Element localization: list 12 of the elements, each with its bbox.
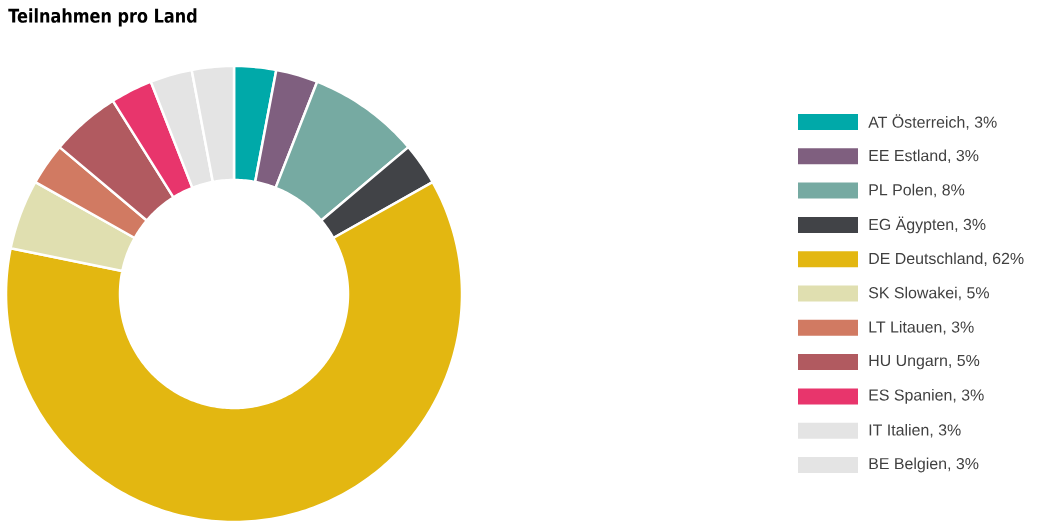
legend-label: HU Ungarn, 5% (869, 354, 980, 370)
legend-label: EG Ägypten, 3% (869, 216, 986, 234)
legend-label: IT Italien, 3% (869, 423, 961, 438)
legend-label: LT Litauen, 3% (869, 320, 974, 335)
legend-label: DE Deutschland, 62% (869, 252, 1024, 266)
legend-label: SK Slowakei, 5% (868, 286, 989, 301)
legend-label: PL Polen, 8% (869, 183, 965, 198)
legend-label: BE Belgien, 3% (869, 457, 979, 473)
legend-label: AT Österreich, 3% (868, 114, 997, 130)
chart-title: Teilnahmen pro Land (8, 8, 197, 27)
legend-label: EE Estland, 3% (869, 149, 979, 164)
legend-label: ES Spanien, 3% (869, 388, 984, 404)
